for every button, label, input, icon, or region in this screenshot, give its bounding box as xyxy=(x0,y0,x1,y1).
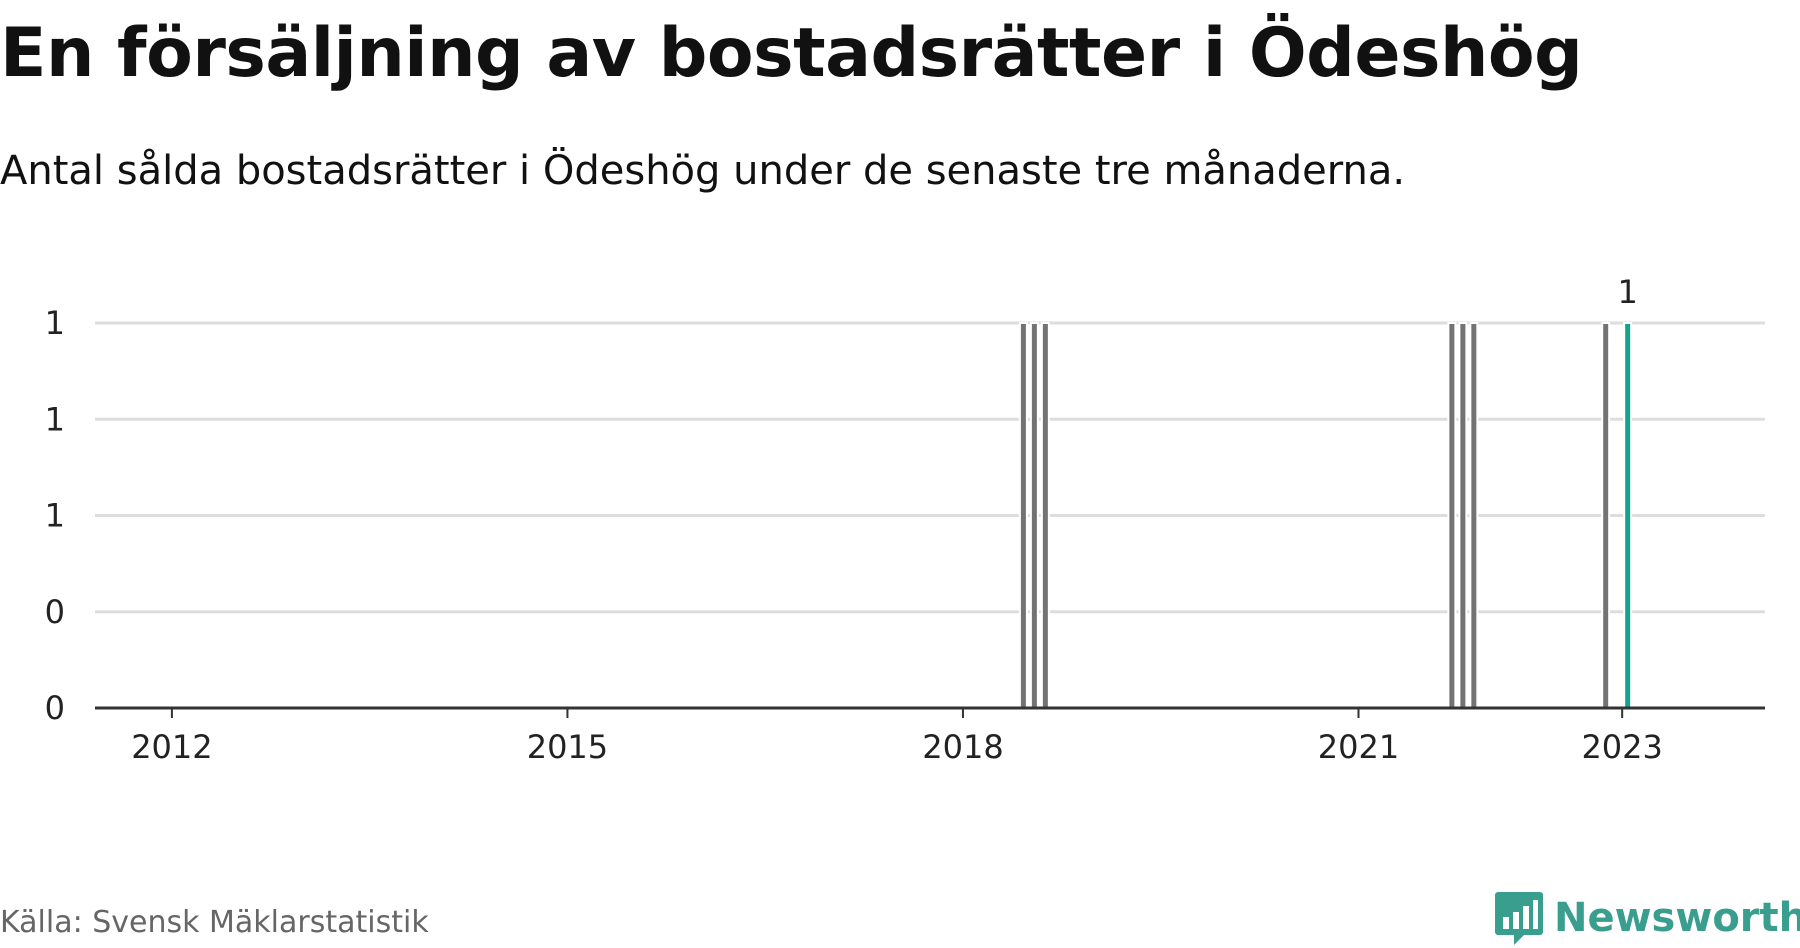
bar xyxy=(1623,322,1633,709)
bar xyxy=(1040,322,1050,709)
y-tick-label: 1 xyxy=(45,304,65,342)
bar xyxy=(1029,322,1039,709)
x-tick-label: 2015 xyxy=(527,728,608,766)
y-tick-label: 0 xyxy=(45,689,65,727)
chart-bubble-icon xyxy=(1495,892,1543,945)
y-tick-label: 1 xyxy=(45,497,65,535)
grid-lines xyxy=(95,321,1765,614)
chart-subtitle: Antal sålda bostadsrätter i Ödeshög unde… xyxy=(0,148,1406,194)
y-axis-labels: 0 0 1 1 1 xyxy=(45,304,65,727)
bar xyxy=(1447,322,1457,709)
data-labels: 1 xyxy=(1617,273,1637,311)
source-note: Källa: Svensk Mäklarstatistik xyxy=(0,905,429,940)
bar xyxy=(1018,322,1028,709)
brand-name: Newsworthy xyxy=(1554,895,1800,941)
x-axis-ticks: 2012 2015 2018 2021 2023 xyxy=(131,708,1663,766)
bar xyxy=(1601,322,1611,709)
bars xyxy=(1018,322,1633,709)
x-tick-label: 2023 xyxy=(1581,728,1662,766)
x-tick-label: 2012 xyxy=(131,728,212,766)
bar xyxy=(1469,322,1479,709)
y-tick-label: 1 xyxy=(45,400,65,438)
y-tick-label: 0 xyxy=(45,593,65,631)
bar xyxy=(1458,322,1468,709)
data-label: 1 xyxy=(1617,273,1637,311)
x-tick-label: 2021 xyxy=(1318,728,1399,766)
x-tick-label: 2018 xyxy=(922,728,1003,766)
newsworthy-logo: Newsworthy xyxy=(1494,890,1800,946)
chart-title: En försäljning av bostadsrätter i Ödeshö… xyxy=(0,14,1583,93)
bar-chart: 0 0 1 1 1 2012 2015 2018 2021 2023 1 xyxy=(45,273,1765,766)
